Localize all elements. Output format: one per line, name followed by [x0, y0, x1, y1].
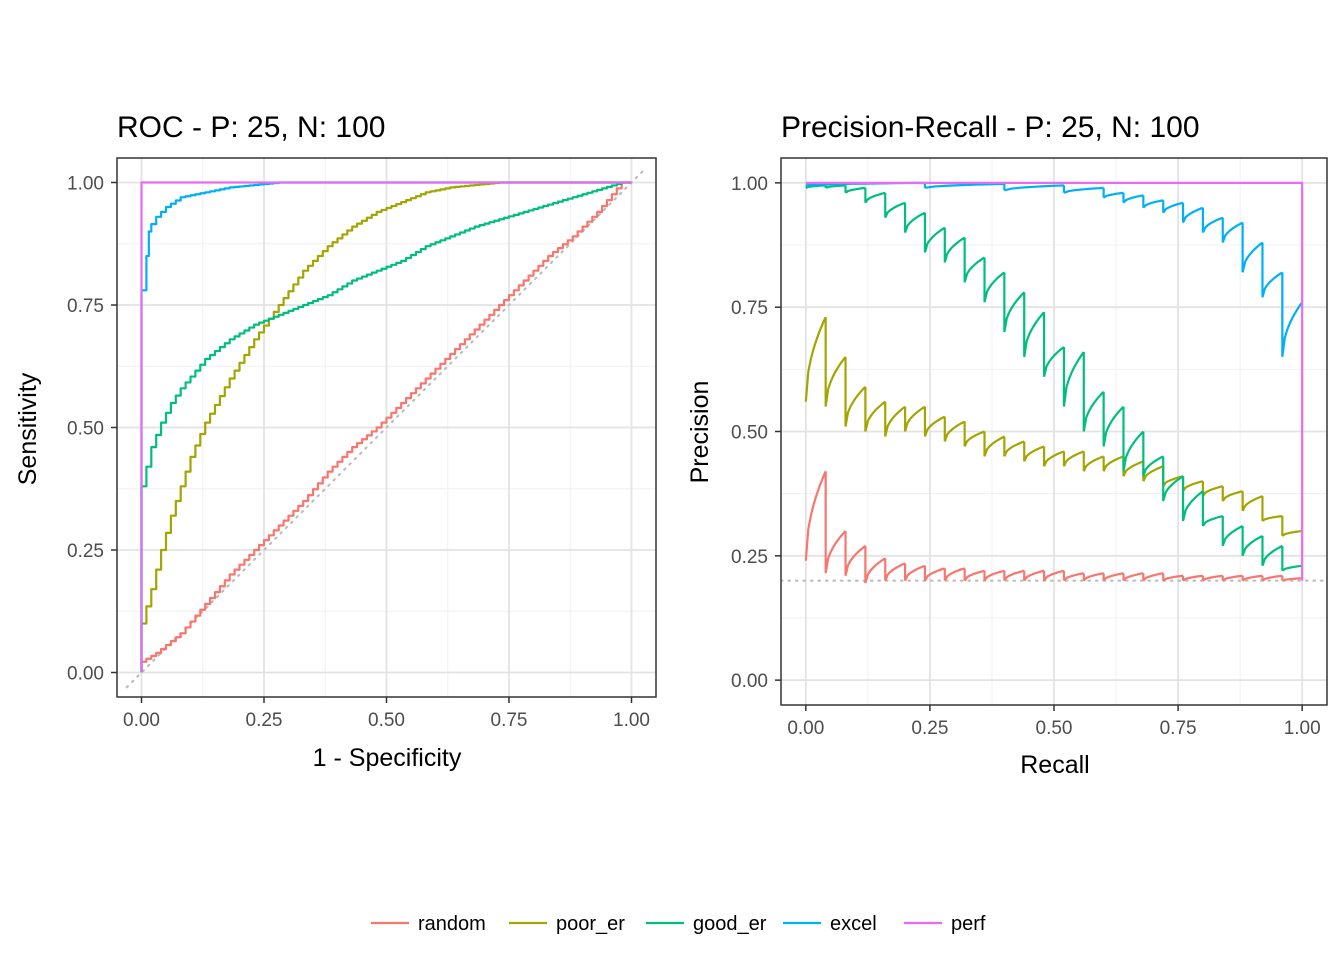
pr-chart-title: Precision-Recall - P: 25, N: 100 — [781, 111, 1200, 144]
pr-y-tick-label: 1.00 — [731, 174, 768, 195]
pr-x-tick-label: 0.00 — [787, 718, 824, 739]
legend-label-excel: excel — [830, 913, 877, 935]
legend-label-good-er: good_er — [693, 913, 767, 935]
legend-label-perf: perf — [951, 913, 986, 935]
pr-y-tick-label: 0.75 — [731, 298, 768, 319]
pr-x-tick-label: 1.00 — [1284, 718, 1321, 739]
pr-y-tick-label: 0.25 — [731, 547, 768, 568]
roc-y-tick-label: 0.00 — [67, 664, 104, 685]
precision-recall-chart: 0.00 0.25 0.50 0.75 1.00 0.00 0.25 0.50 0.75 1.00 — [731, 157, 1328, 739]
roc-series-group — [125, 166, 648, 689]
roc-x-tick-label: 0.50 — [368, 710, 405, 731]
roc-x-tick-label: 0.25 — [246, 710, 283, 731]
roc-x-tick-label: 0.00 — [123, 710, 160, 731]
roc-chart: 0.00 0.25 0.50 0.75 1.00 0.00 0.25 0.50 0.75 1.00 — [67, 157, 657, 731]
roc-x-tick-label: 1.00 — [613, 710, 650, 731]
roc-y-tick-label: 0.50 — [67, 419, 104, 440]
pr-x-tick-label: 0.75 — [1160, 718, 1197, 739]
roc-y-tick-label: 0.75 — [67, 296, 104, 317]
legend: random poor_er good_er excel perf — [371, 913, 986, 935]
roc-reference-line — [125, 166, 648, 689]
pr-series-random — [804, 470, 1303, 584]
roc-y-tick-label: 0.25 — [67, 541, 104, 562]
pr-y-tick-label: 0.00 — [731, 671, 768, 692]
pr-y-tick-label: 0.50 — [731, 423, 768, 444]
roc-x-axis-title: 1 - Specificity — [313, 744, 462, 772]
roc-series-good-er — [140, 181, 632, 673]
roc-y-axis-title: Sensitivity — [14, 372, 42, 485]
pr-x-tick-label: 0.50 — [1036, 718, 1073, 739]
legend-label-poor-er: poor_er — [556, 913, 625, 935]
roc-y-tick-label: 1.00 — [67, 174, 104, 195]
roc-x-tick-label: 0.75 — [491, 710, 528, 731]
pr-x-axis-title: Recall — [1020, 751, 1089, 779]
pr-series-perf — [805, 181, 1304, 581]
roc-series-random — [140, 181, 632, 668]
pr-series-group — [781, 181, 1327, 584]
pr-y-axis-title: Precision — [686, 381, 714, 484]
pr-series-good-er — [805, 184, 1303, 572]
roc-chart-title: ROC - P: 25, N: 100 — [117, 111, 385, 144]
pr-x-tick-label: 0.25 — [911, 718, 948, 739]
legend-label-random: random — [418, 913, 486, 935]
roc-series-perf — [140, 181, 632, 673]
